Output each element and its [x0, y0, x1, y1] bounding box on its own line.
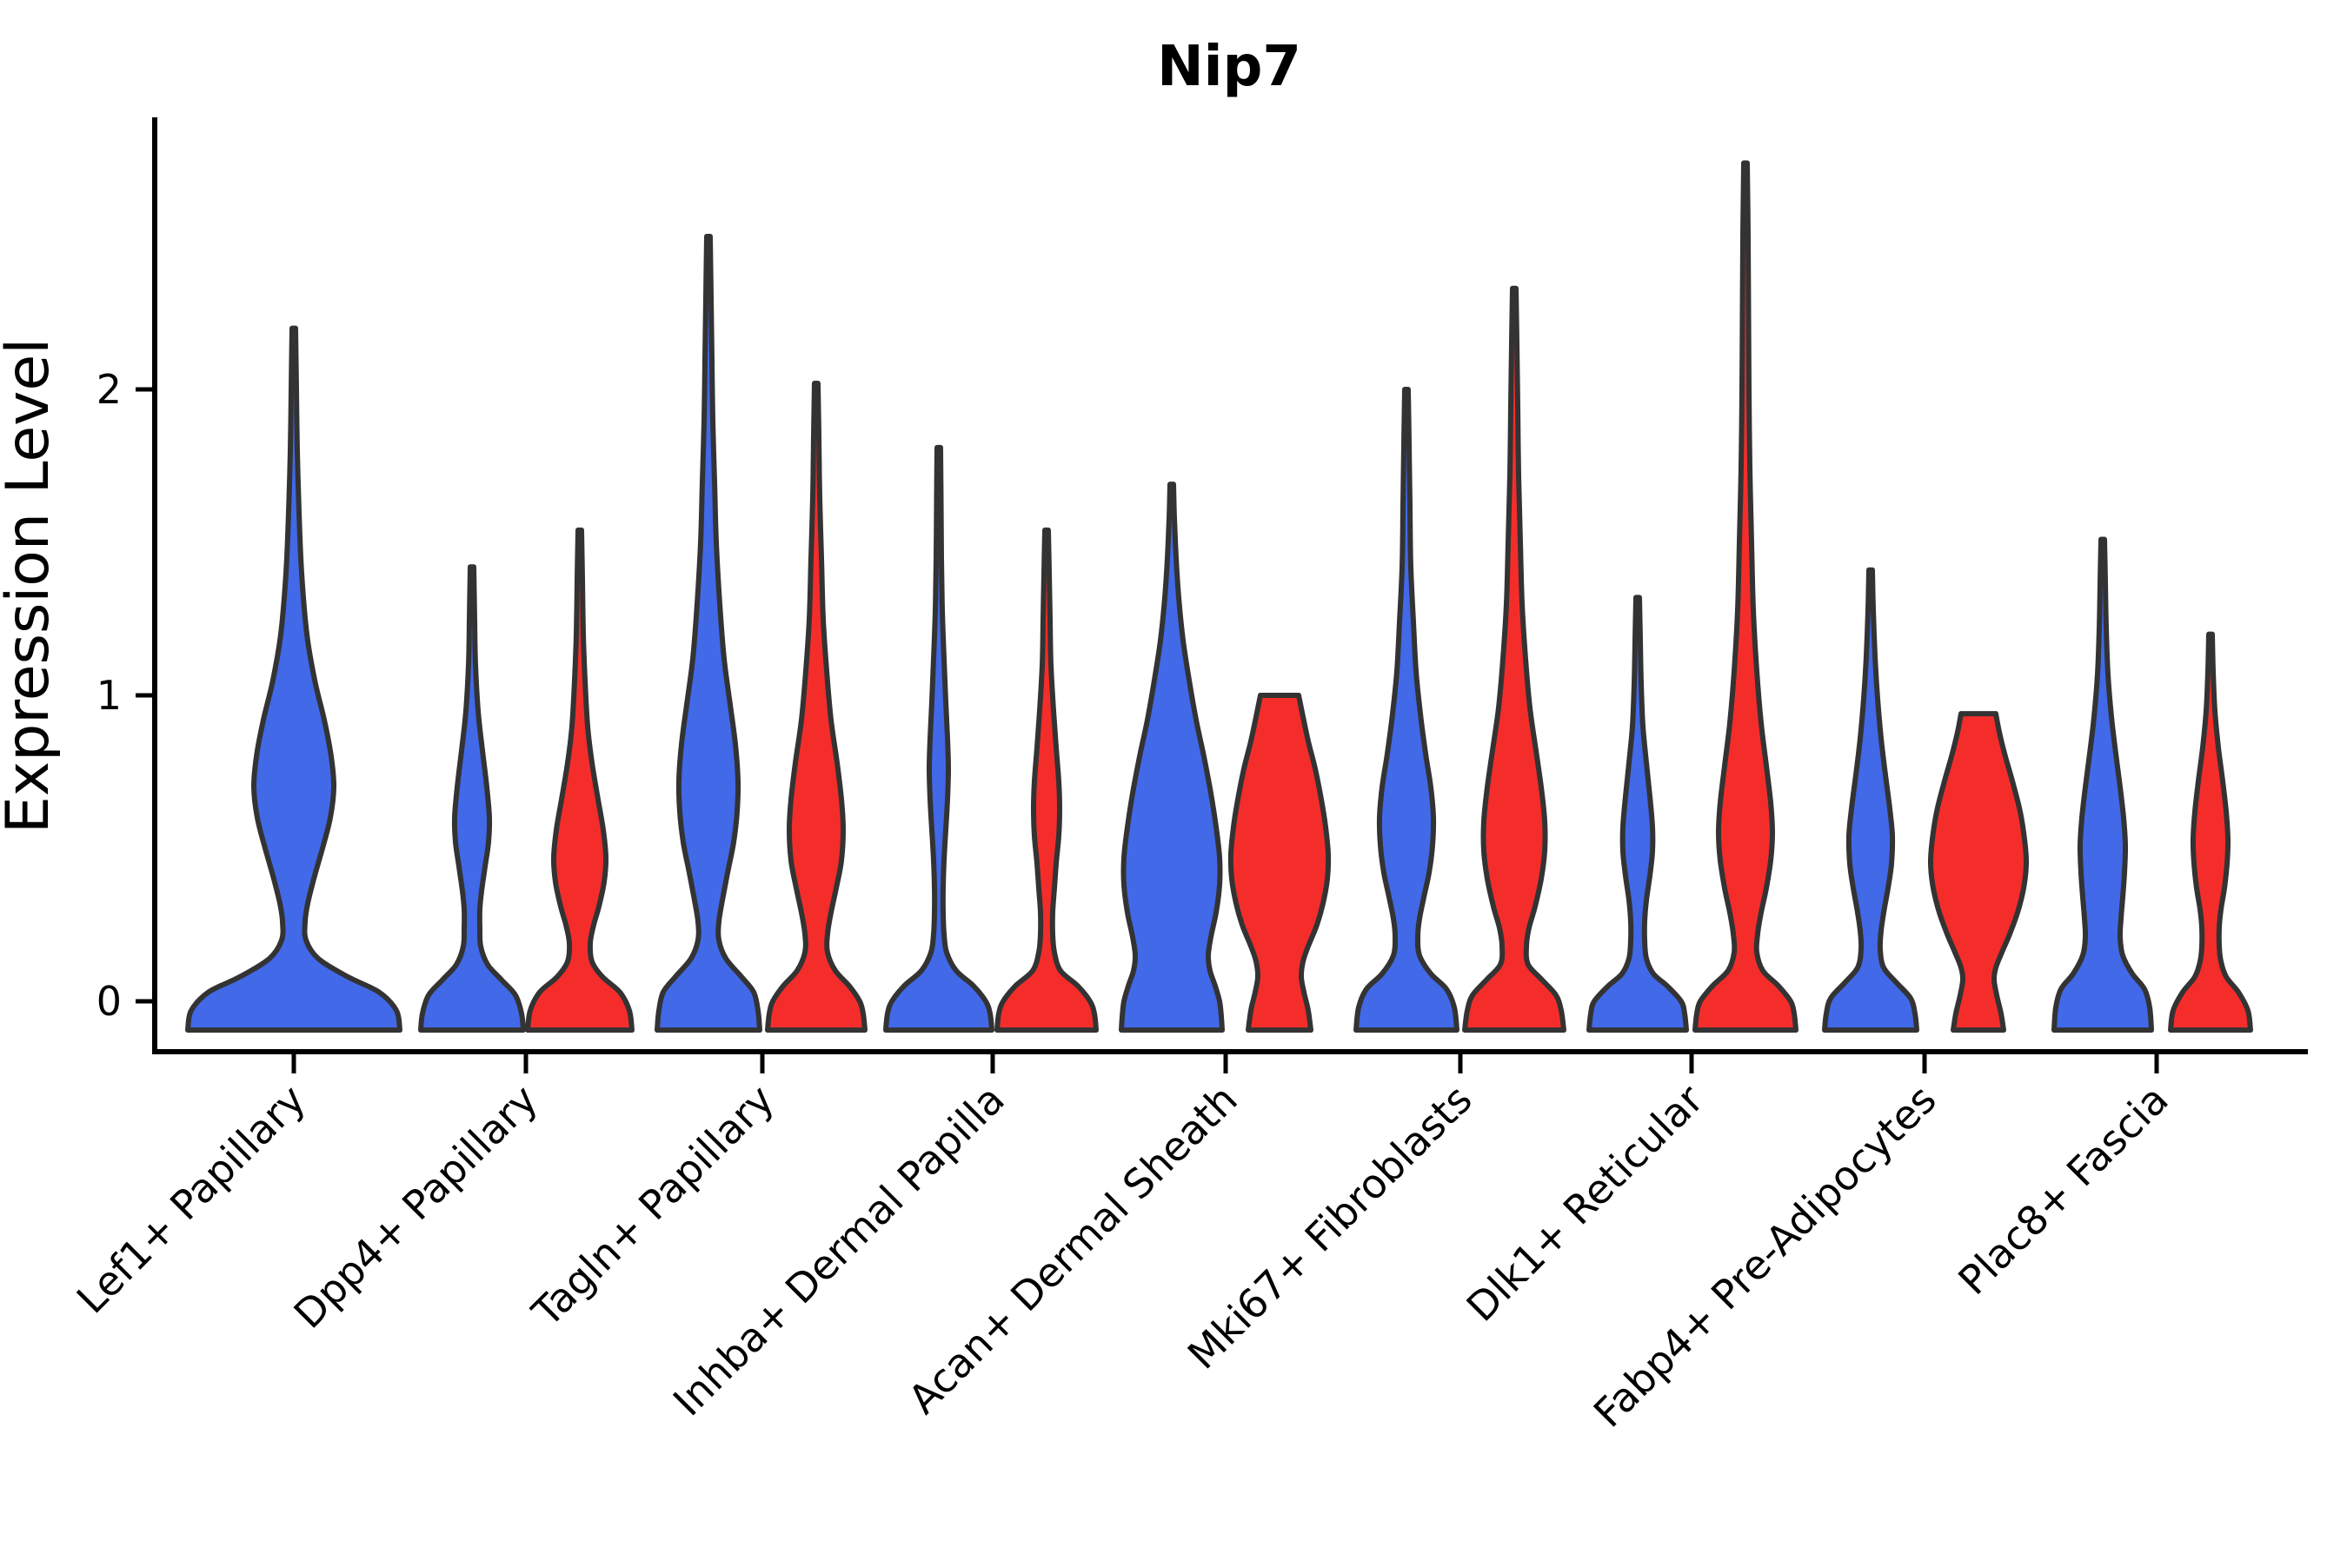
y-tick-label-0: 0	[96, 978, 122, 1025]
violin-tagln-papillary-blue	[655, 234, 762, 1033]
violin-mki67-fibroblasts-red	[1462, 285, 1566, 1033]
chart-title: Nip7	[1157, 35, 1301, 99]
violin-dpp4-papillary-blue	[418, 564, 526, 1033]
violin-dpp4-papillary-red	[525, 527, 635, 1033]
violins-layer	[185, 160, 2253, 1033]
x-tick-label-lef1-papillary: Lef1+ Papillary	[68, 1076, 315, 1323]
x-tick-label-dlk1-reticular: Dlk1+ Reticular	[1458, 1076, 1712, 1331]
violin-inhba-dermal-papilla-blue	[883, 444, 994, 1033]
violin-plac8-fascia-red	[2168, 631, 2253, 1033]
violin-mki67-fibroblasts-blue	[1353, 387, 1459, 1033]
violin-inhba-dermal-papilla-red	[994, 527, 1099, 1033]
x-tick-label-tagln-papillary: Tagln+ Papillary	[522, 1076, 783, 1337]
violin-fabp4-pre-adipocytes-blue	[1822, 567, 1919, 1033]
y-axis-label: Expression Level	[0, 338, 63, 834]
x-tick-label-plac8-fascia: Plac8+ Fascia	[1949, 1076, 2177, 1304]
violin-acan-dermal-sheath-red	[1227, 693, 1332, 1033]
y-tick-label-2: 2	[96, 366, 122, 413]
violin-plac8-fascia-blue	[2051, 536, 2154, 1033]
y-tick-label-1: 1	[96, 672, 122, 719]
violin-tagln-papillary-red	[765, 381, 868, 1033]
violin-dlk1-reticular-red	[1692, 160, 1798, 1033]
violin-acan-dermal-sheath-blue	[1119, 482, 1225, 1033]
violin-lef1-papillary-blue	[185, 325, 402, 1033]
x-tick-label-dpp4-papillary: Dpp4+ Papillary	[285, 1076, 547, 1338]
violin-fabp4-pre-adipocytes-red	[1927, 711, 2030, 1033]
violin-dlk1-reticular-blue	[1586, 595, 1689, 1033]
